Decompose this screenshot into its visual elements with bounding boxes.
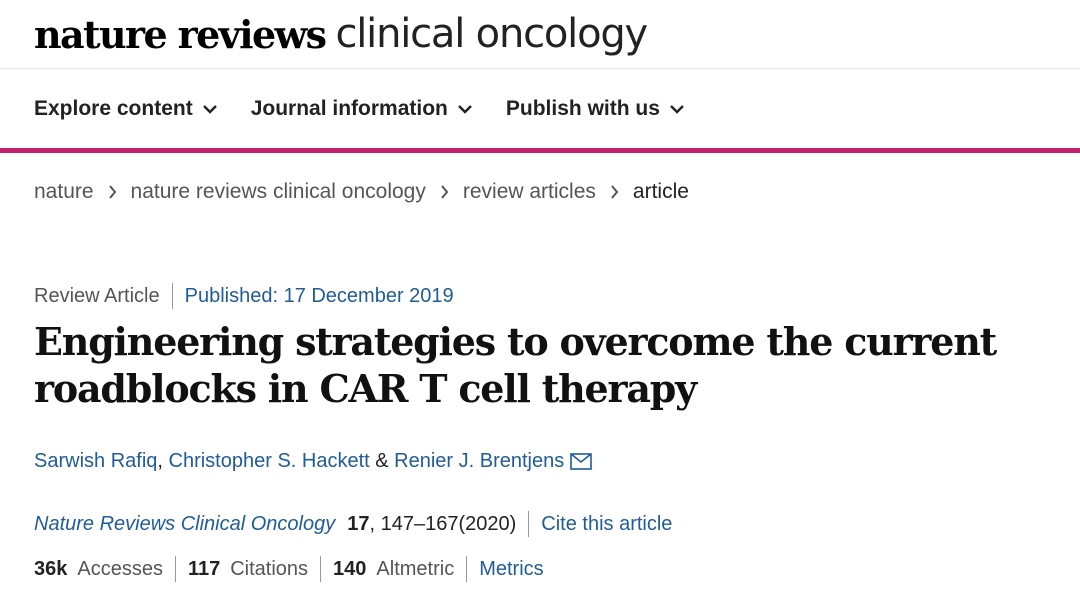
article-title: Engineering strategies to overcome the c…: [34, 319, 997, 411]
citations-count: 117: [187, 557, 221, 580]
author-link[interactable]: Sarwish Rafiq: [34, 450, 158, 472]
citation-line: Nature Reviews Clinical Oncology 17 , 14…: [34, 511, 672, 537]
cite-article-link[interactable]: Cite this article: [541, 512, 673, 535]
breadcrumb: nature nature reviews clinical oncology …: [34, 180, 689, 204]
logo-light-text[interactable]: clinical oncology: [335, 11, 648, 57]
accesses-count: 36k: [34, 557, 68, 580]
page-range: , 147–167(2020): [369, 512, 517, 535]
author-separator: &: [369, 450, 395, 472]
mail-icon[interactable]: [570, 453, 593, 470]
published-date: Published: 17 December 2019: [184, 284, 454, 307]
breadcrumb-current: article: [632, 180, 689, 203]
masthead: nature reviews clinical oncology: [0, 0, 1080, 69]
author-separator: ,: [157, 450, 169, 472]
divider: [466, 556, 468, 582]
altmetric-score: 140: [333, 557, 367, 580]
divider: [171, 283, 173, 309]
divider: [528, 511, 530, 537]
breadcrumb-review-articles[interactable]: review articles: [462, 180, 596, 203]
logo-bold-text[interactable]: nature reviews: [34, 11, 327, 57]
nav-publish-with-us-label: Publish with us: [505, 96, 660, 120]
altmetric-label: Altmetric: [376, 557, 455, 580]
article-meta: Review Article Published: 17 December 20…: [34, 283, 454, 309]
article-type: Review Article: [34, 284, 160, 307]
chevron-down-icon: [202, 104, 217, 114]
author-link[interactable]: Christopher S. Hackett: [168, 450, 370, 472]
divider: [320, 556, 322, 582]
nav-publish-with-us[interactable]: Publish with us: [506, 97, 684, 121]
chevron-right-icon: [610, 185, 619, 199]
author-list: Sarwish Rafiq , Christopher S. Hackett &…: [34, 450, 593, 473]
breadcrumb-journal[interactable]: nature reviews clinical oncology: [130, 180, 426, 203]
divider: [174, 556, 176, 582]
nav-journal-information[interactable]: Journal information: [251, 97, 472, 121]
journal-link[interactable]: Nature Reviews Clinical Oncology: [34, 512, 336, 535]
chevron-down-icon: [458, 104, 472, 114]
citations-label: Citations: [230, 557, 309, 580]
metrics-link[interactable]: Metrics: [479, 557, 544, 580]
nav-explore-content-label: Explore content: [34, 96, 193, 120]
metrics-bar: 36k Accesses 117 Citations 140 Altmetric…: [34, 556, 544, 582]
nav-journal-information-label: Journal information: [250, 96, 448, 120]
breadcrumb-nature[interactable]: nature: [34, 180, 94, 203]
volume-number: 17: [347, 512, 370, 535]
main-nav: Explore content Journal information Publ…: [0, 1, 1080, 153]
accesses-label: Accesses: [77, 557, 163, 580]
nav-explore-content[interactable]: Explore content: [34, 97, 217, 121]
chevron-right-icon: [108, 185, 117, 199]
chevron-down-icon: [670, 104, 684, 114]
chevron-right-icon: [440, 185, 449, 199]
author-link[interactable]: Renier J. Brentjens: [394, 450, 565, 472]
